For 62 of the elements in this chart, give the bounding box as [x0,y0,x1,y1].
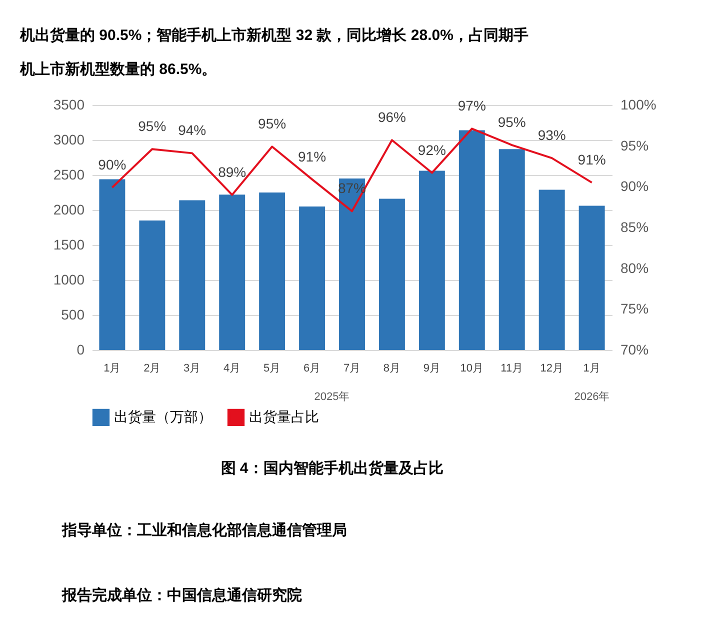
data-label: 89% [218,164,246,180]
x-tick-label: 1月 [583,362,600,374]
text: 图 4：国内智能手机出货量及占比 [220,460,444,477]
x-tick-label: 5月 [264,362,281,374]
y-tick-label: 500 [61,306,85,322]
x-tick-label: 8月 [383,362,401,374]
text: 机出货量的 90.5%；智能手机上市新机型 32 款，同比增长 28.0%，占同期手 [19,26,528,44]
data-label: 95% [498,114,526,130]
text: 机上市新机型数量的 86.5%。 [19,60,217,78]
legend-label: 出货量占比 [249,408,319,424]
bar [578,206,605,350]
x-tick-label: 4月 [224,362,241,374]
y-tick-label: 3000 [53,132,85,148]
bar [179,200,206,350]
x-tick-label: 1月 [104,362,121,374]
bar [219,194,246,350]
y-tick-label: 1500 [53,236,85,252]
data-label: 90% [98,156,126,172]
x-tick-label: 11月 [500,362,524,374]
y2-tick-label: 70% [620,342,649,358]
text: 2026年 [574,391,610,403]
bar [538,190,565,350]
bar [299,206,326,350]
y2-tick-label: 75% [620,300,649,317]
y-tick-label: 3500 [53,96,85,112]
y-tick-label: 0 [76,342,85,358]
x-tick-label: 9月 [423,362,440,374]
x-tick-label: 3月 [184,362,201,374]
x-tick-label: 12月 [540,362,564,374]
x-tick-label: 2月 [144,362,161,374]
data-label: 95% [258,116,286,132]
bar [498,149,525,350]
bar [339,178,365,350]
x-tick-label: 6月 [303,362,321,374]
data-label: 93% [538,127,566,144]
y2-tick-label: 100% [620,96,656,112]
text: 指导单位：工业和信息化部信息通信管理局 [61,521,347,539]
y-tick-label: 1000 [53,272,85,288]
data-label: 97% [458,98,486,114]
data-label: 91% [298,148,326,164]
text: 2025年 [314,391,350,403]
bar [99,179,126,350]
data-label: 92% [418,142,446,158]
x-tick-label: 7月 [343,362,361,374]
data-label: 91% [578,152,606,168]
y-tick-label: 2500 [53,166,85,182]
data-label: 96% [378,109,406,126]
data-label: 94% [178,122,206,138]
y2-tick-label: 85% [620,219,649,235]
y-tick-label: 2000 [53,202,85,218]
data-label: 95% [138,118,166,134]
text: 报告完成单位：中国信息通信研究院 [61,586,302,604]
bar [418,170,445,350]
bar [378,198,405,350]
bar [259,192,286,350]
y2-tick-label: 90% [620,178,649,194]
x-tick-label: 10月 [460,362,484,374]
y2-tick-label: 80% [620,260,649,276]
legend-label: 出货量（万部） [114,408,212,424]
bar [139,220,166,350]
bar [458,130,485,350]
y2-tick-label: 95% [620,137,649,154]
